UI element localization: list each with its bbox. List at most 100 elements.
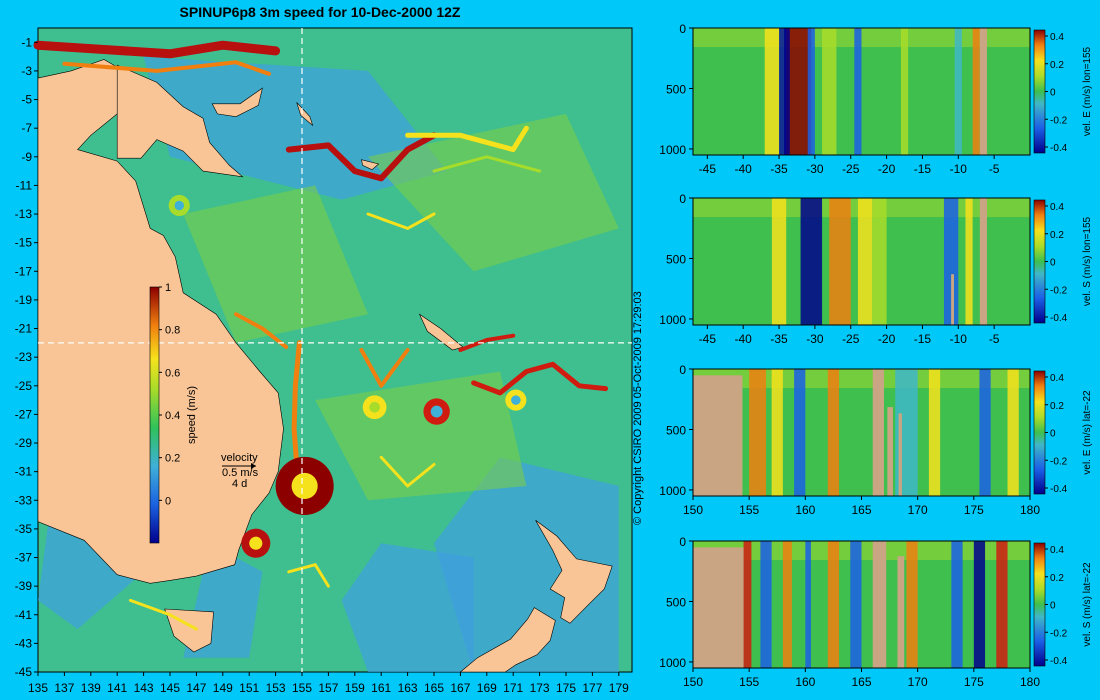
section-4-band-2 [782, 541, 792, 668]
section-4-colorbar-tick-1: 0.2 [1050, 573, 1064, 584]
section-2-x-tick-8: -5 [989, 332, 1000, 346]
section-1-band-6 [854, 28, 862, 155]
section-4-colorbar-tick-0: 0.4 [1050, 545, 1064, 556]
map-x-tick-19: 173 [530, 681, 550, 695]
eddy-4-inner [174, 200, 184, 211]
section-4-colorbar [1033, 542, 1046, 667]
section-3-x-tick-6: 180 [1020, 503, 1040, 517]
velocity-legend-arrowhead [251, 463, 256, 469]
section-4-x-tick-1: 155 [739, 675, 759, 689]
section-1-band-9 [972, 28, 980, 155]
current-ribbon-9 [471, 361, 609, 396]
map-y-tick-1: -3 [21, 64, 32, 78]
section-1-x-tick-7: -10 [950, 162, 968, 176]
section-4-colorbar-tick-2: 0 [1050, 601, 1056, 612]
current-ribbon-4 [432, 155, 542, 173]
eddy-3-inner [511, 395, 521, 405]
section-1-y-tick-1: 500 [666, 82, 686, 96]
map-y-tick-20: -41 [15, 608, 33, 622]
section-1-colorbar-tick-1: 0.2 [1050, 60, 1064, 71]
current-ribbon-10 [379, 455, 436, 488]
map-y-tick-9: -19 [15, 293, 33, 307]
map-y-tick-3: -7 [21, 121, 32, 135]
section-3-land-0 [693, 375, 743, 496]
section-2-colorbar [1033, 199, 1046, 324]
map-x-tick-9: 153 [266, 681, 286, 695]
section-2-x-tick-0: -45 [699, 332, 717, 346]
section-4-y-tick-0: 0 [679, 535, 686, 549]
eddy-1-inner [249, 536, 263, 550]
section-2-y-tick-0: 0 [679, 192, 686, 206]
map-y-tick-8: -17 [15, 264, 33, 278]
section-2-colorbar-tick-3: -0.2 [1050, 285, 1068, 296]
land-guadalcanal [360, 159, 380, 171]
map-y-tick-7: -15 [15, 236, 33, 250]
section-4-band-7 [951, 541, 963, 668]
section-4-x-tick-0: 150 [683, 675, 703, 689]
current-ribbon-8 [458, 333, 516, 352]
section-3-band-1 [771, 369, 783, 496]
map-x-tick-2: 139 [81, 681, 101, 695]
map-x-tick-6: 147 [186, 681, 206, 695]
ocean-green-0 [368, 113, 619, 272]
section-3-band-0 [749, 369, 767, 496]
section-2-x-tick-3: -30 [806, 332, 824, 346]
section-4-land-0 [693, 547, 744, 668]
map-x-tick-3: 141 [107, 681, 127, 695]
map-y-tick-6: -13 [15, 207, 33, 221]
section-1-band-0 [779, 28, 787, 155]
section-1-x-tick-5: -20 [878, 162, 896, 176]
section-4-land-1 [872, 541, 887, 668]
map-x-tick-13: 161 [371, 681, 391, 695]
map-y-tick-16: -33 [15, 493, 33, 507]
section-3-x-tick-2: 160 [795, 503, 815, 517]
map-y-tick-5: -11 [16, 178, 33, 192]
map-x-tick-16: 167 [450, 681, 470, 695]
map-y-tick-21: -43 [15, 636, 33, 650]
section-3-colorbar-tick-2: 0 [1050, 429, 1056, 440]
section-3-y-tick-1: 500 [666, 423, 686, 437]
section-1-border [692, 27, 1031, 156]
current-ribbon-0 [33, 40, 281, 59]
map-x-tick-4: 143 [134, 681, 154, 695]
section-4-band-3 [805, 541, 811, 668]
map-y-tick-13: -27 [15, 407, 33, 421]
section-3-band-2 [794, 369, 806, 496]
section-3-land-2 [887, 407, 893, 496]
section-4-band-9 [996, 541, 1008, 668]
section-4-band-8 [973, 541, 986, 668]
land-new-guinea [116, 64, 244, 178]
section-1-band-3 [807, 28, 815, 155]
section-panel-1: -45 -40 -35 -30 -25 -20 -15 -10 -5 0 500 1000 0.4 0.2… [659, 22, 1093, 176]
section-1-band-1 [786, 28, 812, 155]
section-1-x-tick-8: -5 [989, 162, 1000, 176]
map-x-tick-8: 151 [239, 681, 259, 695]
section-2-colorbar-tick-1: 0.2 [1050, 230, 1064, 241]
section-3-x-tick-4: 170 [908, 503, 928, 517]
map-y-tick-11: -23 [15, 350, 33, 364]
section-1-colorbar-tick-0: 0.4 [1050, 32, 1064, 43]
section-2-band-1 [771, 198, 787, 325]
section-1-x-tick-1: -40 [735, 162, 753, 176]
land-new-britain [211, 87, 263, 118]
section-1-x-tick-0: -45 [699, 162, 717, 176]
section-3-colorbar-tick-1: 0.2 [1050, 401, 1064, 412]
velocity-legend-time: 4 d [232, 478, 247, 490]
section-2-band-6 [965, 198, 973, 325]
current-ribbon-12 [366, 212, 436, 230]
section-1-land-0 [979, 28, 987, 155]
section-4-y-tick-1: 500 [666, 595, 686, 609]
section-3-colorbar-tick-0: 0.4 [1050, 373, 1064, 384]
map-x-tick-0: 135 [28, 681, 48, 695]
current-ribbon-6 [234, 312, 289, 350]
map-y-tick-4: -9 [21, 150, 32, 164]
section-2-colorbar-tick-2: 0 [1050, 258, 1056, 269]
map-y-tick-15: -31 [15, 465, 33, 479]
speed-colorbar-tick-5: 0 [165, 495, 171, 507]
section-2-band-3 [857, 198, 873, 325]
map-x-tick-11: 157 [318, 681, 338, 695]
section-3-colorbar [1033, 370, 1046, 495]
section-4-x-tick-4: 170 [908, 675, 928, 689]
section-2-band-0 [800, 198, 823, 325]
section-2-band-5 [943, 198, 959, 325]
